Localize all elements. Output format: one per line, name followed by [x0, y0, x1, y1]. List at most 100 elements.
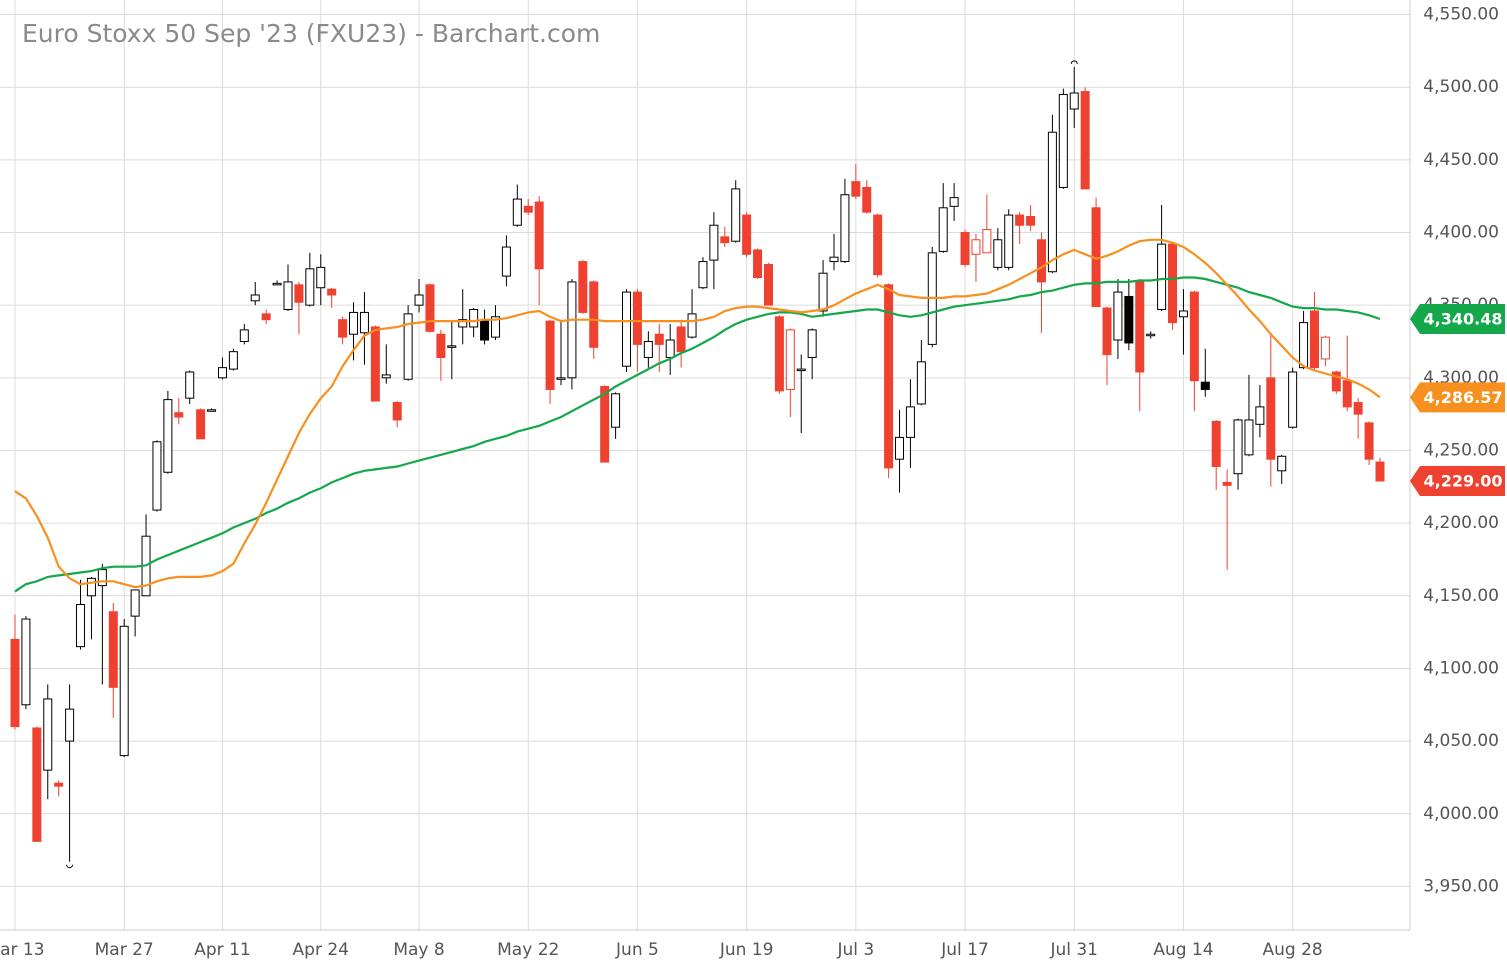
candle-body	[359, 311, 369, 334]
x-tick-label: May 22	[497, 940, 559, 960]
candle-body	[916, 361, 926, 405]
candle-body	[1211, 420, 1221, 467]
candle-body	[818, 272, 828, 312]
candle-body	[1320, 336, 1330, 360]
candle-body	[1266, 377, 1276, 460]
candle-body	[1036, 239, 1046, 283]
candle-body	[796, 368, 806, 372]
candle-body	[534, 201, 544, 270]
candle-body	[1364, 422, 1374, 460]
candle-body	[556, 377, 566, 380]
x-tick-label: Mar 13	[0, 940, 45, 960]
candle-body	[578, 261, 588, 313]
candle-body	[207, 409, 217, 412]
candle-body	[108, 611, 118, 688]
y-tick-label: 4,200.00	[1423, 513, 1499, 533]
candle-body	[425, 284, 435, 332]
candle-body	[65, 708, 75, 742]
candle-body	[10, 638, 20, 728]
y-tick-label: 4,250.00	[1423, 440, 1499, 460]
candle-body	[261, 313, 271, 321]
candle-body	[960, 232, 970, 265]
candle-body	[163, 399, 173, 473]
candle-body	[545, 320, 555, 390]
candle-body	[884, 284, 894, 469]
candle-body	[862, 186, 872, 213]
x-tick-label: Aug 28	[1263, 940, 1323, 960]
candle-body	[250, 294, 260, 302]
candle-body	[392, 402, 402, 421]
candle-body	[174, 412, 184, 418]
candle-body	[305, 268, 315, 306]
candle-body	[1200, 381, 1210, 390]
price-badge	[1410, 382, 1505, 413]
y-tick-label: 4,150.00	[1423, 586, 1499, 606]
candle-body	[1222, 481, 1232, 486]
candle-body	[1233, 419, 1243, 475]
low-marker	[66, 864, 74, 869]
y-tick-label: 4,400.00	[1423, 223, 1499, 243]
candle-body	[239, 329, 249, 342]
marks	[10, 60, 1385, 869]
candle-body	[829, 256, 839, 263]
candle-body	[567, 281, 577, 379]
candle-body	[1277, 455, 1287, 472]
candle-body	[1124, 295, 1134, 344]
candle-body	[1102, 307, 1112, 356]
x-tick-label: Aug 14	[1153, 940, 1213, 960]
candle-body	[152, 441, 162, 511]
candle-body	[643, 340, 653, 358]
candle-body	[709, 224, 719, 261]
candle-body	[1342, 380, 1352, 408]
candle-body	[1288, 371, 1298, 428]
x-tick-label: Jul 17	[940, 940, 989, 960]
candle-body	[807, 329, 817, 358]
candle-body	[993, 239, 1003, 268]
candle-body	[327, 288, 337, 296]
candle-body	[720, 236, 730, 244]
candle-body	[1168, 243, 1178, 324]
price-badge	[1410, 465, 1505, 496]
candle-body	[1135, 281, 1145, 373]
candle-body	[1244, 419, 1254, 456]
candle-body	[589, 281, 599, 348]
candle-body	[381, 374, 391, 379]
candle-body	[436, 333, 446, 358]
candle-body	[895, 436, 905, 460]
candle-body	[294, 284, 304, 303]
candle-body	[982, 229, 992, 254]
candle-body	[97, 569, 107, 587]
candle-body	[512, 198, 522, 226]
y-tick-label: 4,000.00	[1423, 804, 1499, 824]
candle-body	[458, 319, 468, 328]
candle-body	[403, 313, 413, 380]
candle-body	[632, 291, 642, 345]
y-tick-label: 4,500.00	[1423, 77, 1499, 97]
y-tick-label: 4,550.00	[1423, 5, 1499, 25]
candle-body	[687, 313, 697, 338]
candle-body	[316, 266, 326, 289]
candle-body	[1353, 402, 1363, 415]
candle-body	[228, 351, 238, 370]
candle-body	[338, 319, 348, 338]
candle-body	[1026, 216, 1036, 226]
candle-body	[873, 214, 883, 276]
candle-body	[731, 188, 741, 242]
candle-body	[949, 197, 959, 207]
candle-body	[753, 249, 763, 279]
x-tick-label: Jul 31	[1049, 940, 1098, 960]
candle-body	[774, 316, 784, 392]
candle-body	[196, 409, 206, 440]
price-badge-label: 4,229.00	[1424, 471, 1503, 490]
candle-body	[1299, 322, 1309, 369]
moving-average	[14, 276, 1381, 593]
candle-body	[851, 181, 861, 197]
candle-body	[1015, 214, 1025, 226]
x-tick-label: Apr 11	[194, 940, 250, 960]
x-tick-label: Mar 27	[95, 940, 154, 960]
candle-body	[21, 618, 31, 706]
candle-body	[501, 246, 511, 277]
candle-body	[611, 393, 621, 428]
